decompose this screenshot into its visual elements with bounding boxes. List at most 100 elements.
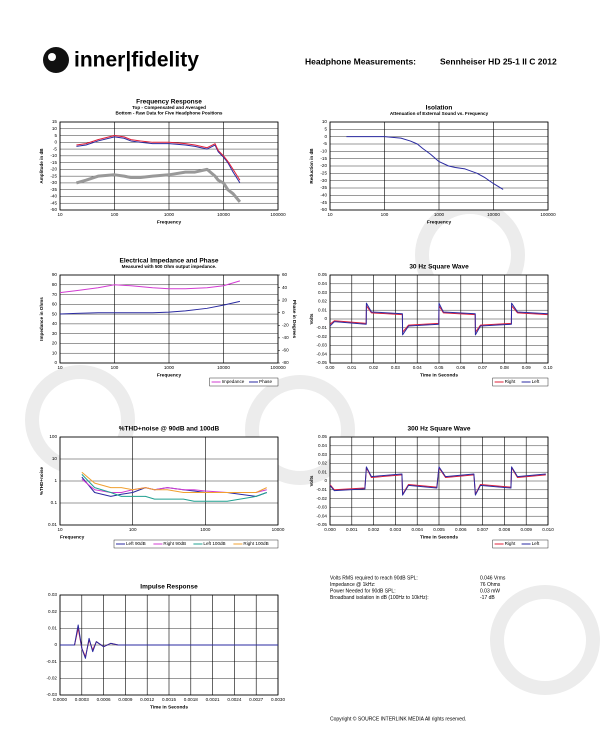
chart-subtitle: Top - Compensated and Averaged — [132, 105, 206, 110]
x-tick-label: 100 — [111, 212, 119, 217]
chart-title: 30 Hz Square Wave — [409, 264, 469, 271]
series-line — [76, 135, 241, 181]
y-tick-label: -0.01 — [317, 487, 328, 492]
x-tick-label: 0.04 — [413, 365, 422, 370]
y-tick-label: 60 — [52, 302, 58, 307]
y-tick-label: -0.05 — [317, 360, 328, 365]
y-tick-label: 40 — [52, 321, 58, 326]
y-tick-label: 0 — [324, 478, 327, 483]
x-tick-label: 10000 — [217, 365, 230, 370]
x-tick-label: 0.009 — [520, 527, 532, 532]
copyright: Copyright © SOURCE INTERLINK MEDIA All r… — [330, 715, 466, 722]
series-line — [81, 474, 267, 502]
legend-label: Left — [532, 541, 540, 546]
legend-box — [492, 539, 549, 549]
y-tick-label: -0.03 — [47, 692, 58, 697]
y-tick-label: -35 — [50, 187, 57, 192]
x-tick-label: 0.007 — [477, 527, 489, 532]
x-tick-label: 1000 — [164, 212, 175, 217]
chart: Impulse Response 0.0000 0.0003 0.0006 0.0009… — [47, 584, 286, 711]
x-tick-label: 0.0000 — [53, 697, 67, 702]
y-tick-label: 0.01 — [318, 469, 327, 474]
y-tick-label: -0.02 — [47, 676, 58, 681]
y-tick-label: -40 — [320, 193, 327, 198]
legend-label: Right 90dB — [163, 541, 186, 546]
spec-label: Impedance @ 1kHz: — [330, 582, 375, 588]
legend-label: Left 100dB — [203, 541, 225, 546]
series-line — [60, 624, 278, 659]
chart-title: %THD+noise @ 90dB and 100dB — [119, 426, 220, 433]
x-tick-label: 10000 — [217, 212, 230, 217]
y-tick-label: -10 — [50, 153, 57, 158]
header-title: Headphone Measurements: — [305, 56, 416, 66]
x-tick-label: 100000 — [540, 212, 556, 217]
y-tick-label: 0.02 — [48, 609, 57, 614]
y-axis-label: Impedance in Ohms — [39, 297, 44, 341]
x-tick-label: 0.0003 — [75, 697, 89, 702]
y-axis-label: %THD+noise — [39, 466, 44, 495]
y-tick-label: -40 — [50, 194, 57, 199]
x-tick-label: 0.005 — [433, 527, 445, 532]
y-tick-label: -10 — [320, 149, 327, 154]
x-tick-label: 0.01 — [347, 365, 356, 370]
series-line — [346, 136, 504, 190]
series-line — [81, 471, 267, 493]
y-tick-label: -0.01 — [317, 325, 328, 330]
legend-label: Right 100dB — [243, 541, 268, 546]
legend-box — [209, 377, 279, 387]
y-tick-label: -15 — [320, 156, 327, 161]
y2-tick-label: -40 — [282, 335, 289, 340]
y-tick-label: -0.04 — [317, 351, 328, 356]
series-line — [76, 136, 241, 184]
legend-label: Left — [532, 379, 540, 384]
y2-axis-label: Phase in Degrees — [292, 300, 297, 339]
legend-box — [492, 377, 549, 387]
chart-title: Frequency Response — [136, 99, 202, 106]
y-tick-label: 1 — [54, 478, 57, 483]
x-tick-label: 100 — [129, 527, 137, 532]
y-tick-label: -0.05 — [317, 522, 328, 527]
y-tick-label: -45 — [50, 200, 57, 205]
y-axis-label: Volts — [309, 313, 314, 324]
chart-title: Isolation — [426, 105, 453, 112]
y-tick-label: -30 — [320, 178, 327, 183]
spec-label: Volts RMS required to reach 90dB SPL: — [330, 575, 418, 581]
y-tick-label: -45 — [320, 200, 327, 205]
specs: Volts RMS required to reach 90dB SPL: 0.0… — [330, 575, 506, 601]
x-tick-label: 0.06 — [456, 365, 465, 370]
y-tick-label: -0.03 — [317, 505, 328, 510]
x-tick-label: 0.000 — [324, 527, 336, 532]
chart: 30 Hz Square Wave 0.00 0.01 0.02 0.03 0.04 0.0… — [309, 264, 553, 387]
legend-label: Phase — [259, 379, 272, 384]
y-tick-label: 0.02 — [318, 461, 327, 466]
x-tick-label: 0.0030 — [271, 697, 285, 702]
x-axis-label: Time in Seconds — [420, 372, 458, 378]
y-tick-label: 0 — [54, 642, 57, 647]
chart-subtitle: Bottom - Raw Data for Five Headphone Pos… — [116, 111, 223, 116]
y-tick-label: 30 — [52, 331, 58, 336]
x-tick-label: 0.0006 — [97, 697, 111, 702]
y-tick-label: 0.04 — [318, 443, 327, 448]
spec-value: 76 Ohms — [480, 582, 501, 588]
legend-label: Right — [505, 379, 516, 384]
y2-tick-label: -80 — [282, 360, 289, 365]
x-tick-label: 0.07 — [478, 365, 487, 370]
y-tick-label: -5 — [53, 146, 58, 151]
logo-icon-dot — [48, 53, 56, 61]
x-tick-label: 0.08 — [500, 365, 509, 370]
spec-value: 0.03 mW — [480, 588, 500, 594]
y-tick-label: -0.01 — [47, 659, 58, 664]
x-tick-label: 0.10 — [544, 365, 553, 370]
y-axis-label: Volts — [309, 475, 314, 486]
chart-title: Electrical Impedance and Phase — [120, 258, 219, 265]
watermark — [245, 375, 355, 485]
x-tick-label: 0.02 — [369, 365, 378, 370]
x-tick-label: 0.05 — [435, 365, 444, 370]
x-tick-label: 0.002 — [368, 527, 380, 532]
chart-title: 300 Hz Square Wave — [408, 426, 471, 433]
y-tick-label: -20 — [50, 167, 57, 172]
x-tick-label: 0.00 — [326, 365, 335, 370]
watermark — [490, 585, 600, 695]
